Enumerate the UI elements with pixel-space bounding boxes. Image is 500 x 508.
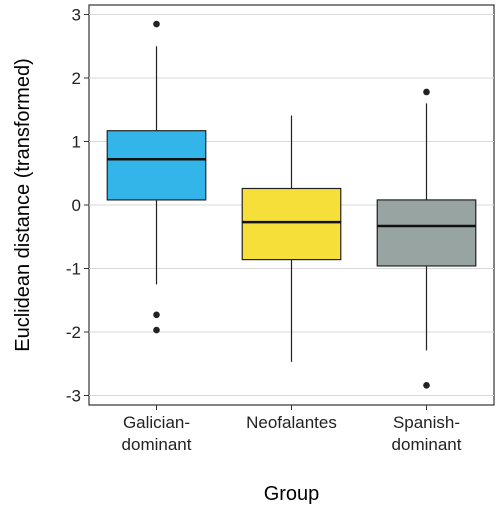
x-tick-label: Spanish-dominant: [392, 413, 462, 454]
y-tick-label: -3: [66, 386, 81, 405]
outlier-point: [153, 326, 160, 334]
y-tick-label: -2: [66, 323, 81, 342]
y-tick-label: -1: [66, 259, 81, 278]
iqr-box: [241, 187, 342, 261]
x-tick-label-line: Neofalantes: [246, 413, 337, 432]
iqr-box: [106, 130, 207, 201]
y-tick-label: 1: [72, 133, 81, 152]
y-tick-label: 0: [72, 196, 81, 215]
boxes: [106, 20, 477, 389]
axes: -3 -2 -1 0 1 2 3 Galician-dominant Neofalantes Sp…: [66, 6, 462, 454]
outlier-point: [153, 311, 160, 319]
box-group: [106, 20, 207, 334]
y-tick-label: 2: [72, 69, 81, 88]
x-tick-label-line: Spanish-: [393, 413, 460, 432]
y-axis-title: Euclidean distance (transformed): [12, 58, 34, 351]
x-tick-label: Neofalantes: [246, 413, 337, 432]
iqr-box: [376, 199, 477, 267]
outlier-point: [423, 88, 430, 96]
x-tick-label: Galician-dominant: [122, 413, 192, 454]
outlier-point: [423, 382, 430, 389]
y-tick-label: 3: [72, 6, 81, 25]
box-group: [376, 88, 477, 389]
x-axis-title: Group: [264, 483, 320, 505]
box-group: [241, 115, 342, 362]
x-tick-label-line: dominant: [122, 435, 192, 454]
x-tick-label-line: Galician-: [123, 413, 190, 432]
outlier-point: [153, 20, 160, 28]
x-tick-label-line: dominant: [392, 435, 462, 454]
